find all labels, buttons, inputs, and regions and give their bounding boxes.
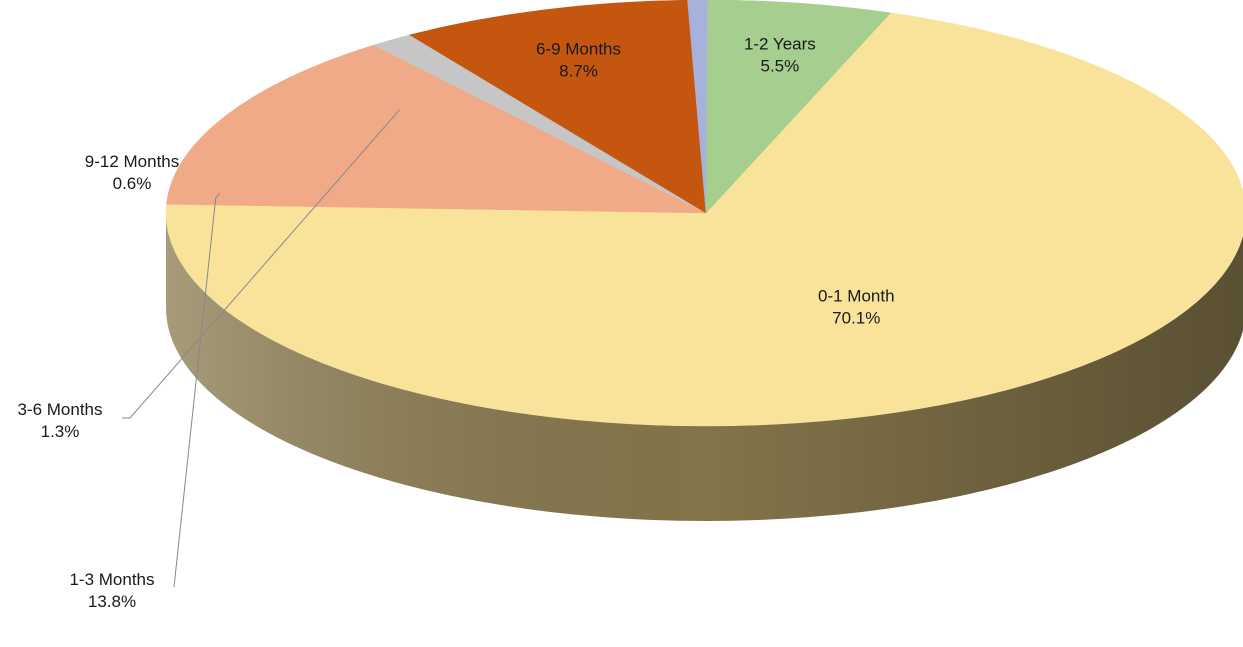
data-label-category: 1-3 Months (69, 570, 154, 589)
data-label-1-2-years: 1-2 Years 5.5% (744, 34, 816, 75)
data-label-category: 1-2 Years (744, 34, 816, 53)
data-label-category: 9-12 Months (85, 152, 180, 171)
pie-slice-1-2-years (705, 0, 892, 214)
data-label-value: 13.8% (88, 592, 136, 611)
pie-side-walls (166, 213, 1243, 521)
data-label-9-12-months: 9-12 Months 0.6% (85, 152, 180, 193)
data-label-value: 1.3% (41, 422, 80, 441)
data-label-3-6-months: 3-6 Months 1.3% (17, 400, 102, 441)
pie-slice-0-1-month (165, 12, 1243, 427)
leader-lines (122, 109, 400, 588)
data-label-value: 5.5% (760, 56, 799, 75)
data-label-value: 8.7% (559, 62, 598, 81)
data-label-value: 0.6% (113, 174, 152, 193)
data-label-0-1-month: 0-1 Month 70.1% (818, 286, 895, 327)
data-label-category: 6-9 Months (536, 40, 621, 59)
data-label-category: 0-1 Month (818, 286, 895, 305)
data-label-category: 3-6 Months (17, 400, 102, 419)
data-labels: 0-1 Month 70.1% 1-3 Months 13.8% 3-6 Months 1… (17, 34, 894, 611)
pie-top-faces (165, 0, 1243, 427)
leader-line-1-3-months (173, 192, 221, 588)
data-label-1-3-months: 1-3 Months 13.8% (69, 570, 154, 611)
leader-line-3-6-months (122, 109, 400, 419)
pie-side-shade-0-1-month (166, 213, 1243, 521)
data-label-value: 70.1% (832, 308, 880, 327)
pie-slice-1-3-months (166, 44, 707, 214)
pie-slice-6-9-months (409, 0, 707, 214)
data-label-6-9-months: 6-9 Months 8.7% (536, 40, 621, 81)
